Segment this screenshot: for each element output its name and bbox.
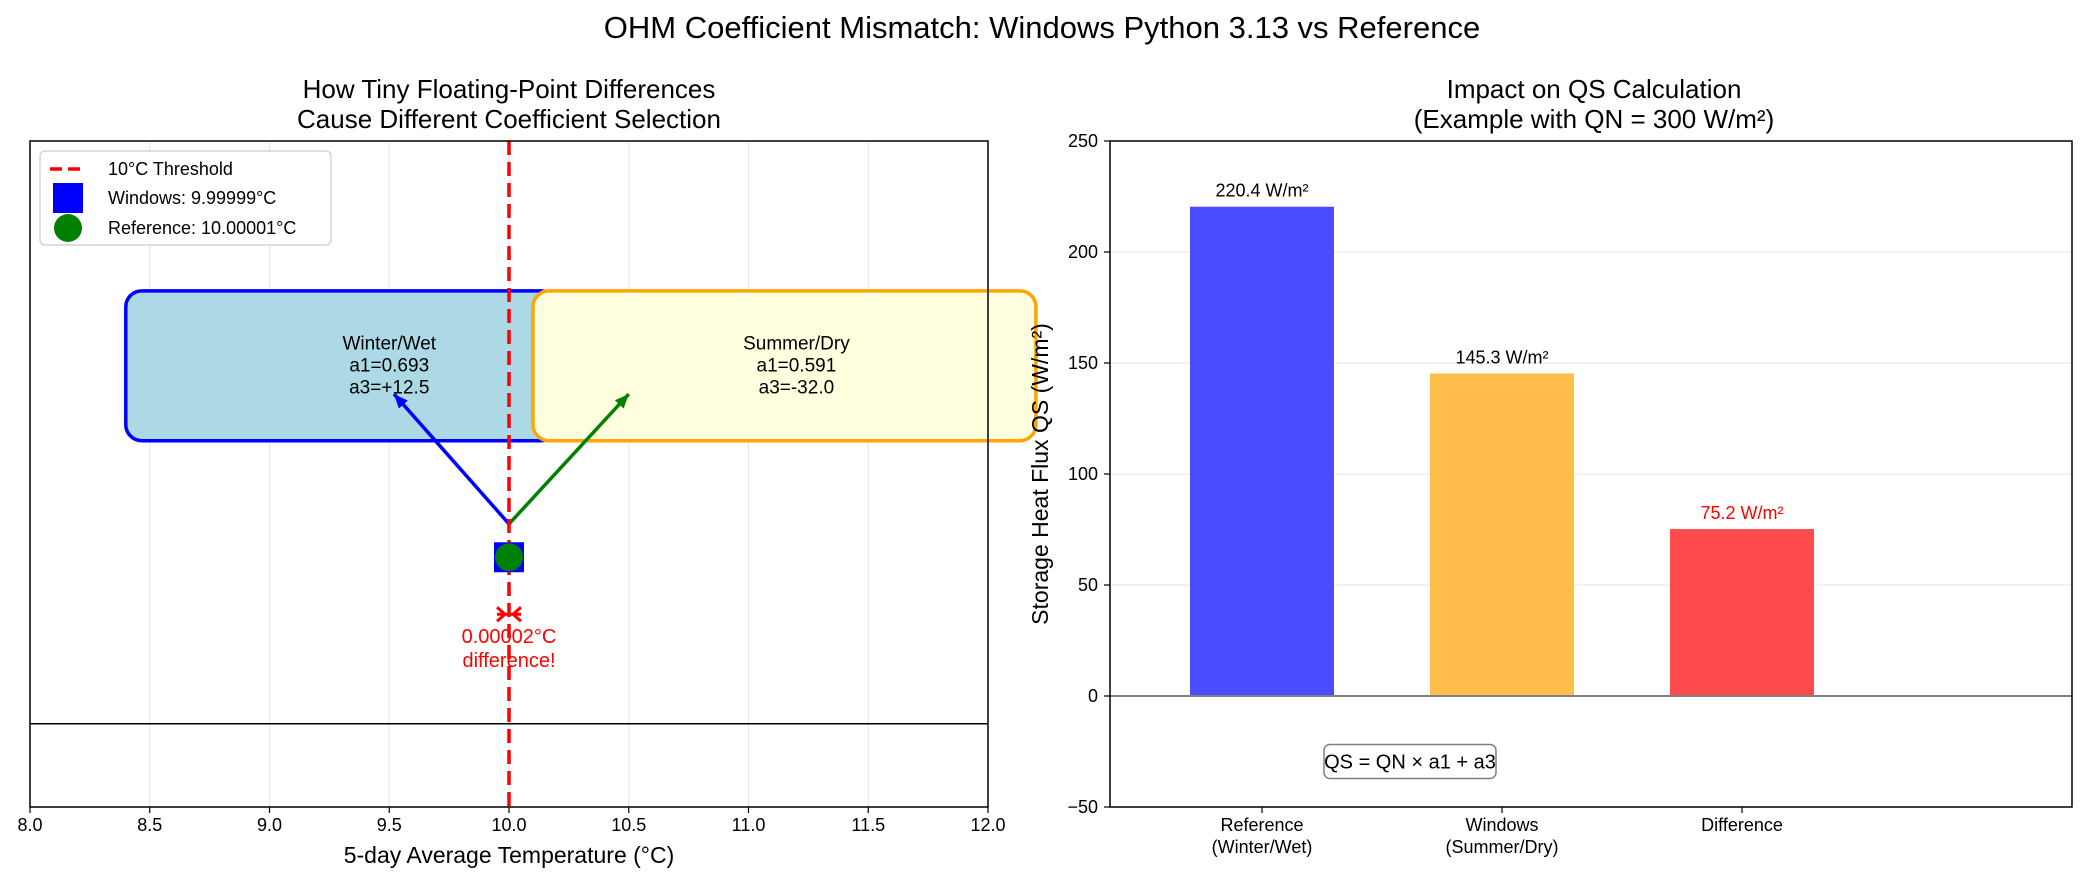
x-tick-label: 8.5 — [137, 815, 162, 835]
x-tick-label: 9.5 — [377, 815, 402, 835]
x-tick-label: 9.0 — [257, 815, 282, 835]
category-label-line2: (Winter/Wet) — [1212, 837, 1313, 857]
selection-arrows — [392, 392, 631, 526]
x-tick-label: 10.0 — [491, 815, 526, 835]
figure-suptitle: OHM Coefficient Mismatch: Windows Python… — [604, 10, 1480, 45]
arrow-shaft — [392, 392, 511, 526]
bar — [1430, 373, 1574, 696]
category-label-line1: Reference — [1220, 815, 1303, 835]
left-x-axis-label: 5-day Average Temperature (°C) — [344, 842, 675, 868]
bar — [1670, 529, 1814, 696]
region-box — [531, 289, 1038, 443]
difference-marker: 0.00002°C difference! — [462, 606, 557, 672]
arrow-shaft — [507, 392, 631, 526]
temperature-points — [493, 542, 524, 573]
bar-value-label: 145.3 W/m² — [1455, 347, 1548, 367]
legend-windows-label: Windows: 9.99999°C — [108, 188, 276, 208]
legend-reference-label: Reference: 10.00001°C — [108, 218, 296, 238]
arrow-head — [614, 394, 629, 409]
region-label-line1: Winter/Wet — [342, 333, 436, 354]
right-chart: Impact on QS Calculation (Example with Q… — [1027, 74, 2073, 857]
y-tick-label: 200 — [1068, 242, 1098, 262]
y-tick-label: −50 — [1067, 797, 1098, 817]
category-label-line1: Windows — [1465, 815, 1538, 835]
legend-windows-swatch — [53, 183, 83, 213]
region-label-line2: a1=0.693 — [349, 355, 429, 376]
left-chart: How Tiny Floating-Point Differences Caus… — [17, 74, 1038, 868]
category-label-line2: (Summer/Dry) — [1446, 837, 1559, 857]
region-label-line2: a1=0.591 — [757, 355, 837, 376]
y-tick-label: 150 — [1068, 353, 1098, 373]
y-tick-label: 0 — [1088, 686, 1098, 706]
y-tick-label: 100 — [1068, 464, 1098, 484]
right-y-axis-label: Storage Heat Flux QS (W/m²) — [1027, 323, 1053, 625]
x-tick-label: 10.5 — [611, 815, 646, 835]
legend-frame — [39, 150, 332, 246]
right-y-ticks: −50 0 50 100 150 200 250 — [1067, 131, 1110, 817]
region-box — [124, 289, 559, 443]
reference-point — [495, 543, 524, 572]
right-x-ticks: Reference(Winter/Wet) Windows(Summer/Dry)… — [1212, 807, 1783, 857]
x-tick-label: 11.0 — [732, 815, 766, 835]
region-label-line1: Summer/Dry — [743, 333, 850, 354]
y-tick-label: 50 — [1078, 575, 1098, 595]
left-title-line1: How Tiny Floating-Point Differences — [303, 74, 716, 104]
difference-bracket-left — [496, 606, 508, 623]
bar-value-label: 75.2 W/m² — [1700, 503, 1783, 523]
formula-box-frame — [1323, 743, 1497, 780]
formula-text: QS = QN × a1 + a3 — [1324, 751, 1496, 773]
legend: 10°C Threshold Windows: 9.99999°C Referenc… — [39, 150, 332, 246]
left-x-ticks: 8.0 8.5 9.0 9.5 10.0 10.5 11.0 11.5 12.0 — [17, 807, 1006, 835]
category-label-line1: Difference — [1701, 815, 1783, 835]
difference-bracket-right — [510, 606, 522, 623]
legend-reference-swatch — [54, 214, 82, 242]
region-label-line3: a3=+12.5 — [349, 377, 429, 398]
arrow-head — [394, 394, 408, 409]
y-tick-label: 250 — [1068, 131, 1098, 151]
bar — [1190, 206, 1334, 696]
right-title-line2: (Example with QN = 300 W/m²) — [1414, 104, 1774, 134]
bars: 220.4 W/m² 145.3 W/m² 75.2 W/m² — [1190, 181, 1814, 696]
region-label-line3: a3=-32.0 — [759, 377, 835, 398]
legend-threshold-label: 10°C Threshold — [108, 159, 233, 179]
x-tick-label: 12.0 — [970, 815, 1005, 835]
x-tick-label: 11.5 — [851, 815, 885, 835]
formula-box: QS = QN × a1 + a3 — [1323, 743, 1497, 780]
difference-label-line1: 0.00002°C — [462, 626, 557, 648]
x-tick-label: 8.0 — [17, 815, 42, 835]
right-title-line1: Impact on QS Calculation — [1447, 74, 1742, 104]
difference-label-line2: difference! — [462, 650, 555, 672]
bar-value-label: 220.4 W/m² — [1215, 181, 1308, 201]
left-title-line2: Cause Different Coefficient Selection — [297, 104, 721, 134]
